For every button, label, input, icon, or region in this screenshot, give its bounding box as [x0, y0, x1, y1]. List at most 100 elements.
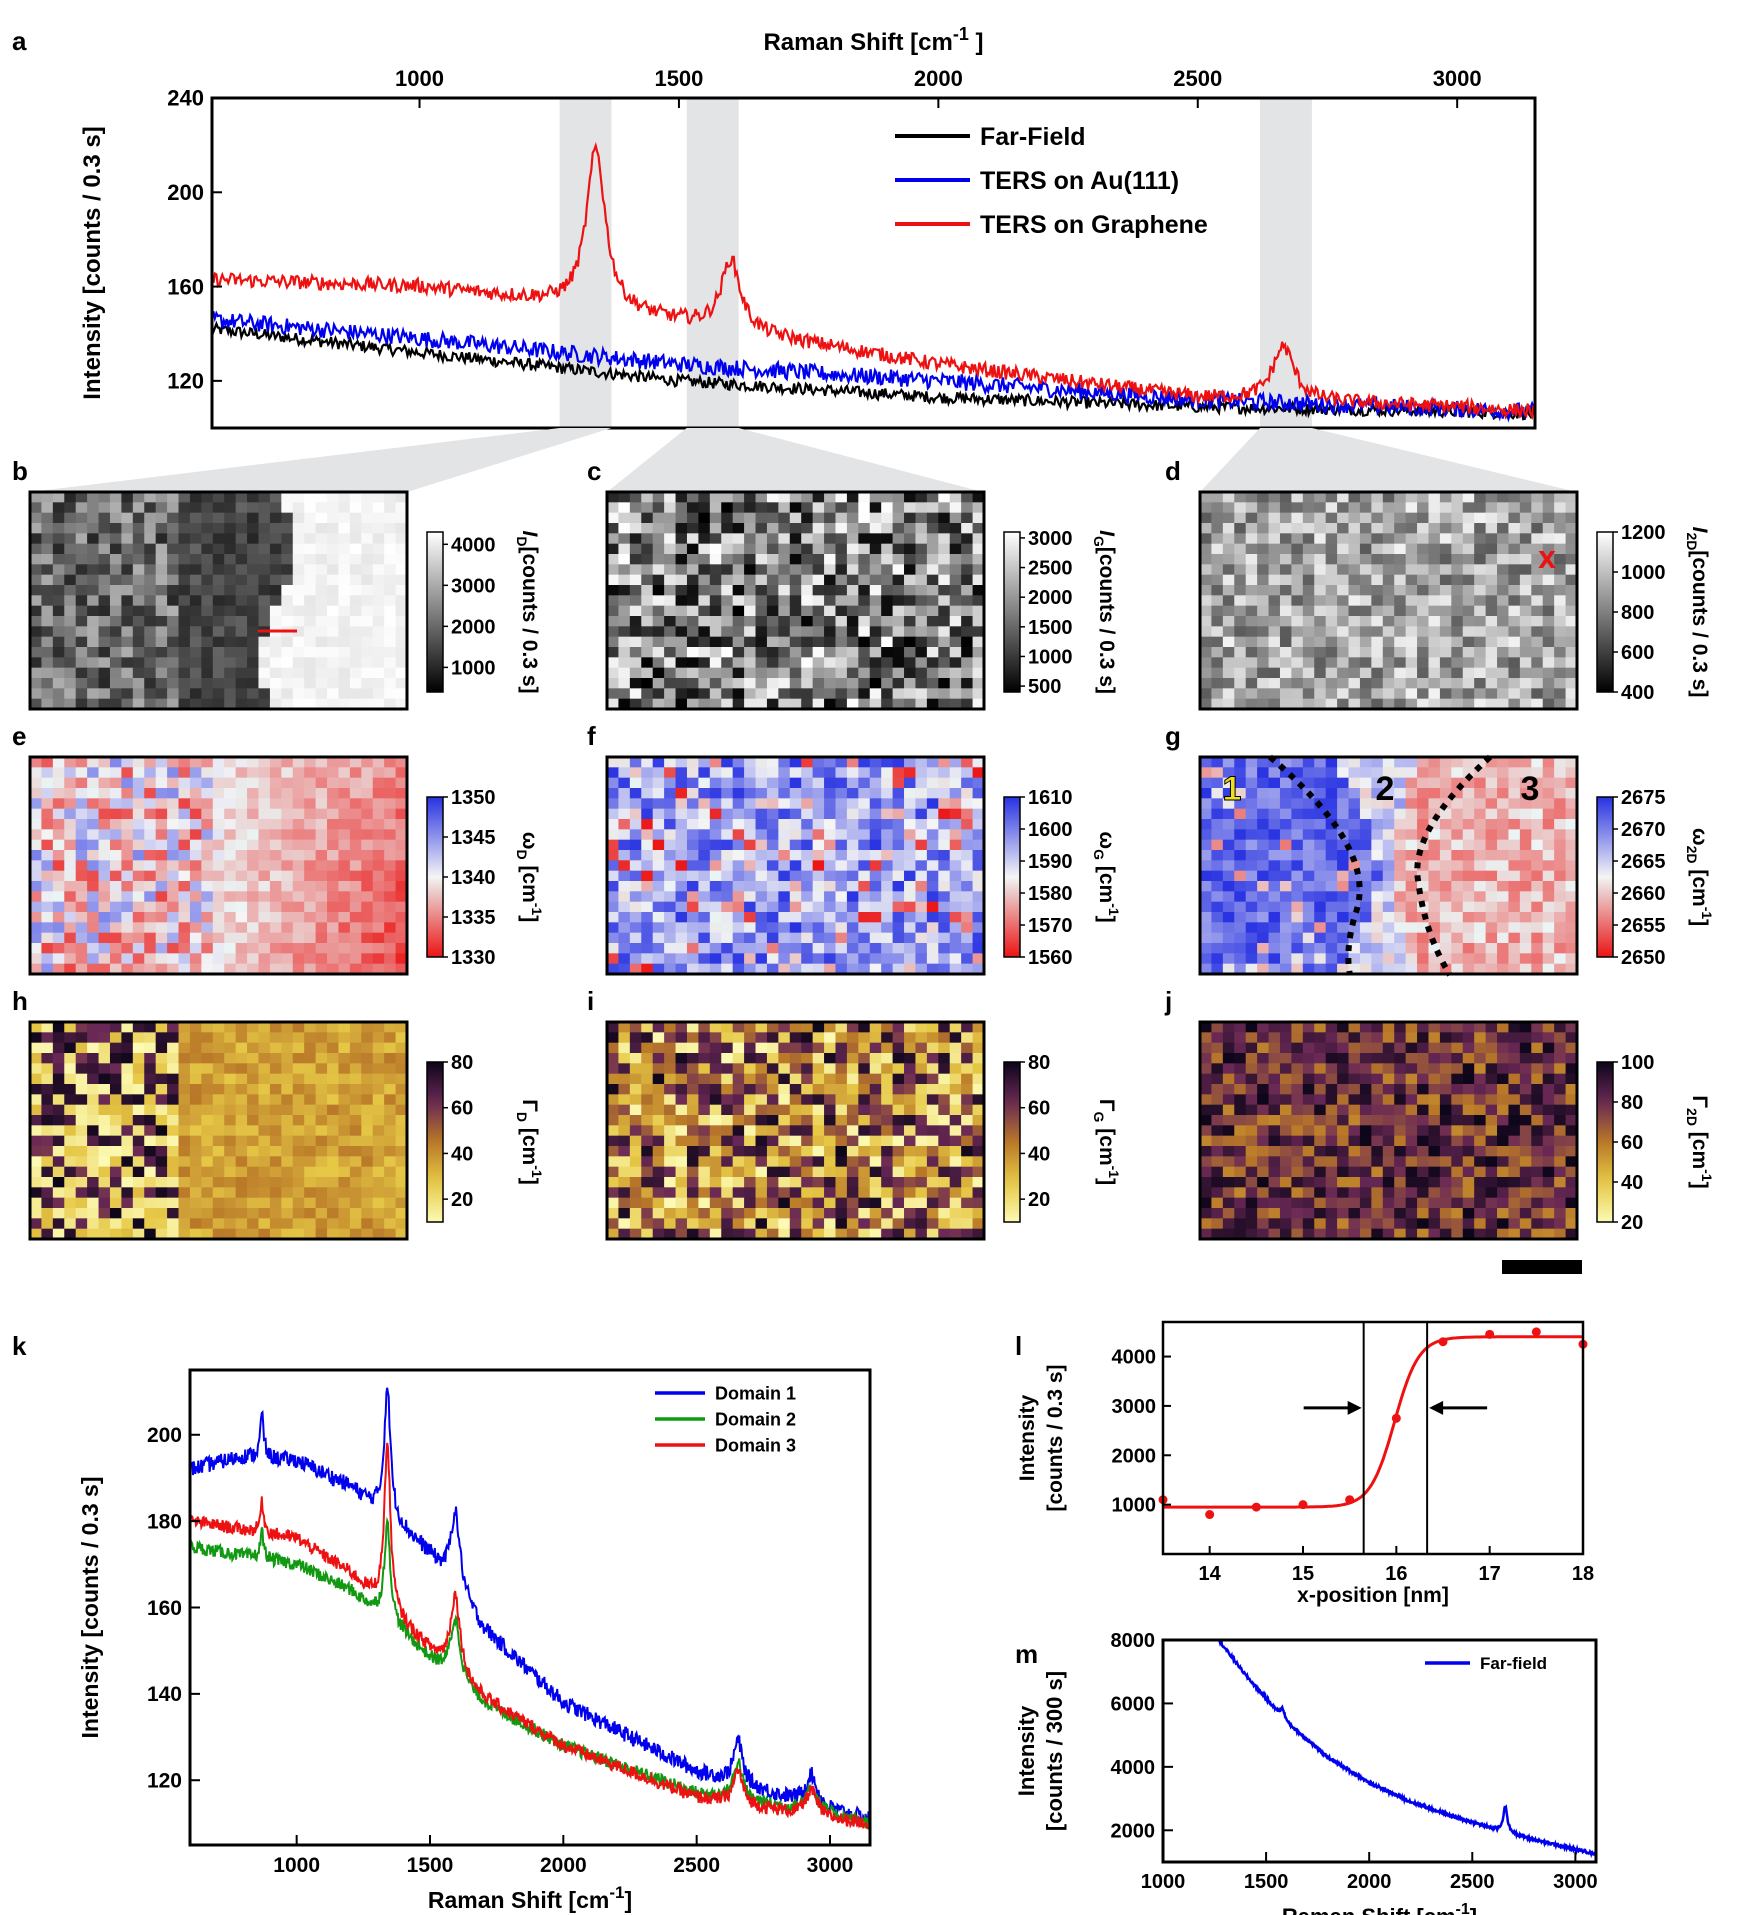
heatmap-cell [155, 543, 168, 555]
heatmap-cell [121, 554, 134, 565]
heatmap-cell [835, 829, 848, 841]
heatmap-cell [1485, 839, 1498, 851]
heatmap-cell [87, 881, 100, 892]
heatmap-cell [167, 1053, 180, 1064]
heatmap-cell [338, 860, 351, 872]
heatmap-cell [384, 1125, 397, 1137]
heatmap-cell [664, 512, 677, 524]
heatmap-cell [1234, 512, 1247, 524]
heatmap-cell [178, 554, 191, 565]
heatmap-cell [869, 901, 882, 913]
heatmap-cell [1359, 626, 1372, 638]
heatmap-cell [972, 678, 985, 689]
heatmap-cell [1428, 953, 1441, 965]
heatmap-cell [1257, 767, 1270, 779]
heatmap-cell [961, 574, 974, 586]
heatmap-cell [915, 585, 928, 596]
heatmap-cell [224, 1177, 237, 1188]
heatmap-cell [1439, 767, 1452, 779]
heatmap-cell [349, 1228, 362, 1240]
heatmap-cell [766, 850, 779, 861]
heatmap-cell [1348, 688, 1361, 700]
colorbar-tick-label-4: 2500 [1028, 558, 1073, 580]
heatmap-cell [109, 912, 122, 923]
heatmap-cell [629, 860, 642, 872]
heatmap-cell [1474, 943, 1487, 954]
heatmap-cell [1371, 963, 1384, 975]
heatmap-cell [41, 1022, 54, 1033]
heatmap-cell [98, 881, 111, 892]
heatmap-cell [75, 963, 88, 975]
heatmap-cell [652, 953, 665, 965]
heatmap-cell [1474, 626, 1487, 638]
heatmap-cell [52, 605, 65, 617]
heatmap-cell [64, 1115, 77, 1126]
heatmap-cell [349, 943, 362, 954]
heatmap-cell [961, 881, 974, 892]
heatmap-cell [846, 839, 859, 851]
heatmap-cell [189, 767, 202, 779]
heatmap-cell [384, 1073, 397, 1085]
heatmap-cell [1371, 757, 1384, 768]
heatmap-cell [269, 1042, 282, 1054]
heatmap-cell [949, 502, 962, 514]
heatmap-cell [1451, 595, 1464, 607]
heatmap-cell [961, 901, 974, 913]
heatmap-cell [384, 647, 397, 658]
heatmap-cell [349, 829, 362, 841]
heatmap-cell [1291, 881, 1304, 892]
heatmap-cell [349, 767, 362, 779]
heatmap-cell [224, 912, 237, 923]
heatmap-cell [269, 1146, 282, 1157]
heatmap-cell [349, 1032, 362, 1044]
heatmap-cell [1405, 657, 1418, 669]
heatmap-cell [1497, 932, 1510, 944]
heatmap-cell [41, 1084, 54, 1095]
heatmap-cell [304, 1022, 317, 1033]
heatmap-cell [1508, 943, 1521, 954]
heatmap-cell [858, 564, 871, 576]
heatmap-cell [281, 1197, 294, 1209]
heatmap-cell [846, 616, 859, 627]
heatmap-cell [144, 819, 157, 830]
heatmap-cell [75, 1104, 88, 1116]
heatmap-cell [744, 932, 757, 944]
heatmap-cell [212, 829, 225, 841]
heatmap-cell [327, 901, 340, 913]
heatmap-cell [132, 1208, 145, 1219]
heatmap-cell [1279, 523, 1292, 534]
heatmap-cell [938, 688, 951, 700]
heatmap-cell [384, 512, 397, 524]
heatmap-cell [258, 1115, 271, 1126]
heatmap-cell [938, 523, 951, 534]
heatmap-cell [1439, 881, 1452, 892]
heatmap-cell [1439, 667, 1452, 679]
heatmap-cell [904, 922, 917, 934]
heatmap-cell [652, 777, 665, 789]
heatmap-cell [1474, 829, 1487, 841]
heatmap-frame [1198, 755, 1579, 976]
heatmap-cell [1554, 533, 1567, 545]
heatmap-cell [846, 647, 859, 658]
heatmap-cell [1279, 819, 1292, 830]
heatmap-cell [1451, 678, 1464, 689]
heatmap-cell [1417, 543, 1430, 555]
heatmap-cell [167, 932, 180, 944]
heatmap-cell [247, 839, 260, 851]
heatmap-cell [881, 839, 894, 851]
heatmap-cell [281, 574, 294, 586]
heatmap-cell [121, 1094, 134, 1106]
heatmap-cell [1291, 667, 1304, 679]
heatmap-cell [247, 667, 260, 679]
heatmap-cell [1382, 678, 1395, 689]
heatmap-cell [327, 543, 340, 555]
heatmap-cell [235, 688, 248, 700]
heatmap-cell [709, 798, 722, 810]
heatmap-cell [789, 963, 802, 975]
heatmap-cell [1279, 492, 1292, 503]
heatmap-cell [395, 829, 408, 841]
heatmap-cell [1200, 512, 1213, 524]
heatmap-cell [395, 616, 408, 627]
heatmap-cell [721, 585, 734, 596]
heatmap-cell [247, 1218, 260, 1230]
